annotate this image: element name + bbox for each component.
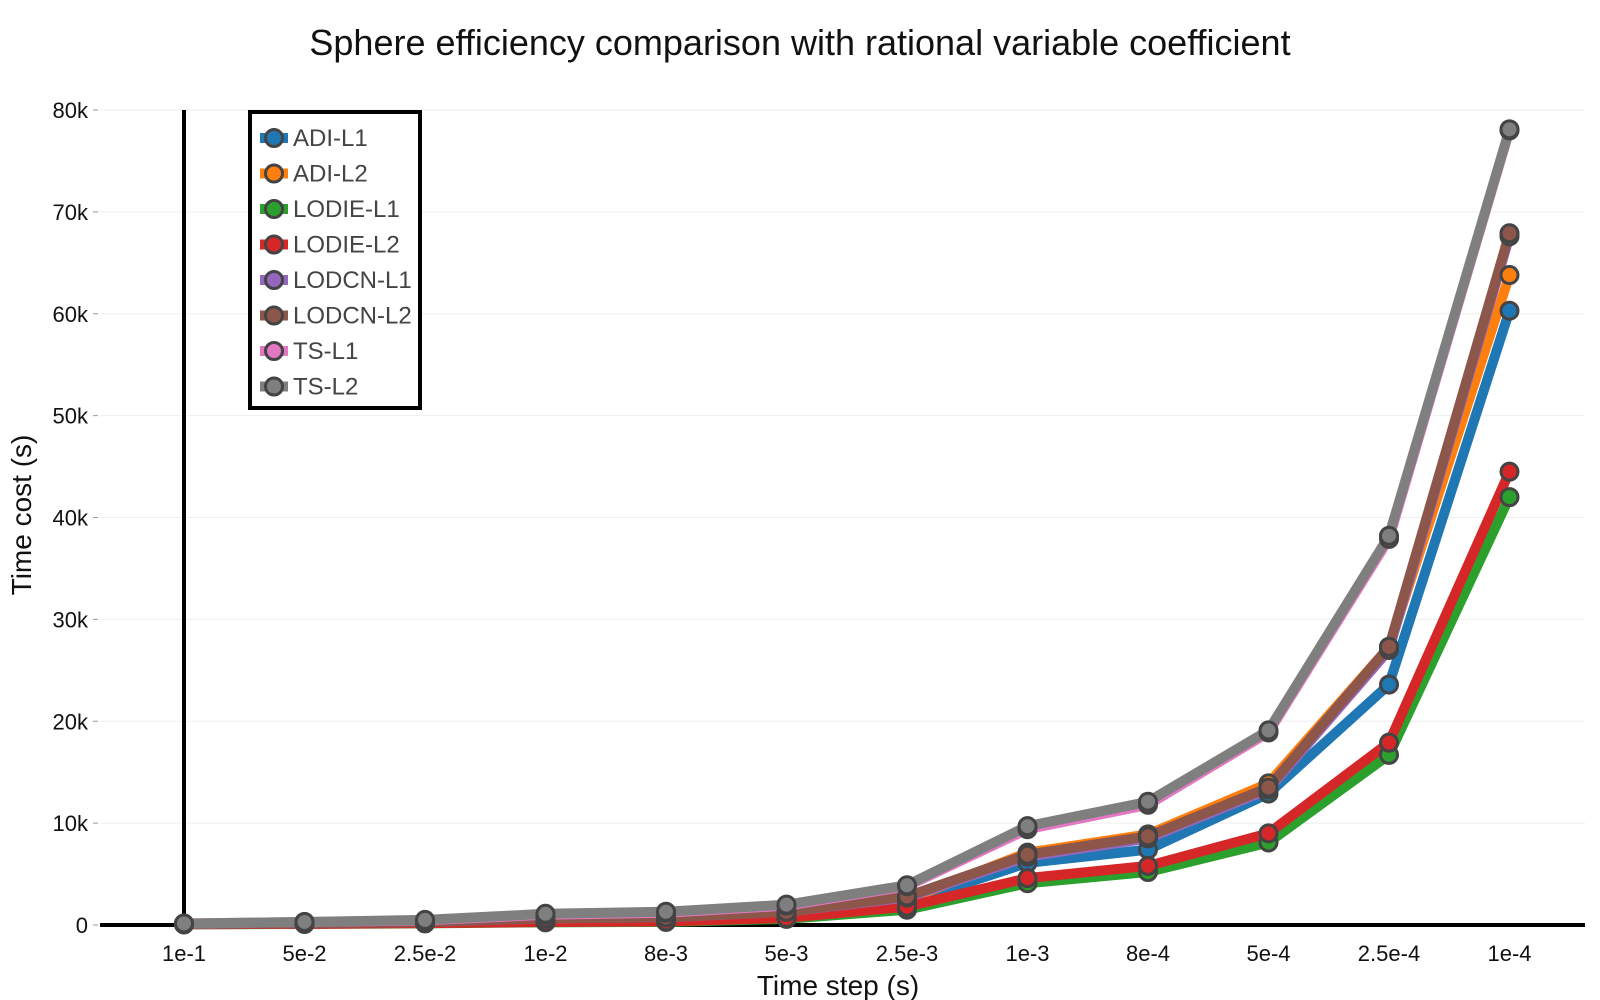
x-tick-label: 2.5e-2 (394, 941, 456, 966)
data-point-lodie-l2 (1379, 732, 1399, 753)
legend-swatch-marker (264, 341, 284, 361)
y-tick-label: 20k (53, 709, 89, 734)
legend-label: TS-L2 (293, 374, 358, 401)
legend-item: LODCN-L1 (260, 267, 412, 294)
data-point-adi-l1 (1499, 300, 1520, 321)
series-lines (179, 124, 1515, 930)
series-markers (174, 119, 1520, 935)
y-tick-label: 60k (53, 302, 89, 327)
data-point-ts-l2 (1499, 119, 1520, 140)
data-point-lodie-l2 (1138, 855, 1158, 876)
legend: ADI-L1 ADI-L2 LODIE-L1 LODIE-L2 LODCN-L1 LODC… (248, 110, 422, 410)
data-point-ts-l2 (656, 901, 676, 922)
x-tick-label: 1e-2 (523, 941, 567, 966)
legend-swatch-marker (264, 128, 284, 148)
y-tick-label: 80k (53, 98, 89, 123)
y-tick-label: 10k (53, 811, 89, 836)
y-tick-label: 30k (53, 607, 89, 632)
data-point-ts-l2 (1379, 525, 1399, 546)
y-tick-label: 70k (53, 200, 89, 225)
x-tick-label: 1e-1 (162, 941, 206, 966)
data-point-lodcn-l2 (1138, 826, 1158, 847)
data-point-adi-l2 (1499, 265, 1520, 286)
legend-label: LODIE-L1 (293, 196, 400, 223)
data-point-lodie-l2 (1258, 823, 1279, 844)
data-point-ts-l2 (1017, 816, 1038, 837)
legend-swatch-marker (264, 270, 284, 290)
x-tick-label: 5e-4 (1246, 941, 1290, 966)
legend-swatch-marker (264, 234, 284, 255)
legend-item: TS-L1 (260, 338, 358, 365)
y-tick-label: 0 (76, 913, 88, 938)
legend-swatch-marker (264, 163, 284, 184)
legend-swatch-marker (264, 376, 284, 397)
legend-item: LODIE-L1 (260, 196, 400, 223)
data-point-ts-l2 (294, 911, 315, 932)
x-tick-label: 8e-3 (644, 941, 688, 966)
legend-item: ADI-L1 (260, 125, 368, 152)
legend-item: LODIE-L2 (260, 232, 400, 259)
series-line-lodie-l1 (179, 492, 1515, 930)
data-point-lodie-l2 (1499, 461, 1520, 482)
data-point-adi-l1 (1379, 674, 1399, 695)
axes: 0 10k 20k 30k 40k 50k 60k 70k 80k 1e-1 5e-2 2.5e-2 1… (53, 98, 1585, 966)
data-point-lodie-l2 (1017, 868, 1038, 889)
data-point-ts-l2 (174, 913, 194, 934)
data-point-lodcn-l2 (1379, 636, 1399, 657)
y-tick-label: 40k (53, 506, 89, 531)
data-point-ts-l2 (1258, 720, 1279, 741)
data-point-ts-l2 (776, 894, 797, 915)
chart-title: Sphere efficiency comparison with ration… (309, 22, 1290, 63)
data-point-ts-l2 (1138, 791, 1158, 812)
legend-label: TS-L1 (293, 338, 358, 365)
data-point-lodcn-l2 (1258, 777, 1279, 798)
series-line-lodie-l2 (179, 466, 1515, 930)
x-tick-label: 5e-2 (282, 941, 326, 966)
legend-item: LODCN-L2 (260, 303, 412, 330)
y-tick-label: 50k (53, 404, 89, 429)
x-tick-label: 1e-4 (1487, 941, 1531, 966)
x-axis-title: Time step (s) (757, 970, 919, 1000)
y-axis-title: Time cost (s) (6, 435, 37, 596)
legend-label: ADI-L2 (293, 161, 368, 188)
x-tick-label: 8e-4 (1126, 941, 1170, 966)
legend-swatch-marker (264, 305, 284, 326)
legend-label: LODIE-L2 (293, 232, 400, 259)
data-point-ts-l2 (415, 909, 435, 930)
legend-label: LODCN-L1 (293, 267, 412, 294)
data-point-lodcn-l2 (1499, 223, 1520, 244)
x-tick-label: 5e-3 (764, 941, 808, 966)
legend-label: ADI-L1 (293, 125, 368, 152)
x-tick-label: 1e-3 (1005, 941, 1049, 966)
series-line-ts-l2 (179, 124, 1515, 929)
data-point-ts-l2 (897, 875, 917, 896)
data-point-ts-l2 (535, 903, 556, 924)
legend-item: ADI-L2 (260, 161, 368, 188)
data-point-lodie-l1 (1499, 487, 1520, 508)
legend-swatch-marker (264, 199, 284, 219)
legend-label: LODCN-L2 (293, 303, 412, 330)
x-tick-label: 2.5e-3 (876, 941, 938, 966)
x-tick-label: 2.5e-4 (1358, 941, 1420, 966)
data-point-lodcn-l2 (1017, 844, 1038, 865)
legend-item: TS-L2 (260, 374, 358, 401)
